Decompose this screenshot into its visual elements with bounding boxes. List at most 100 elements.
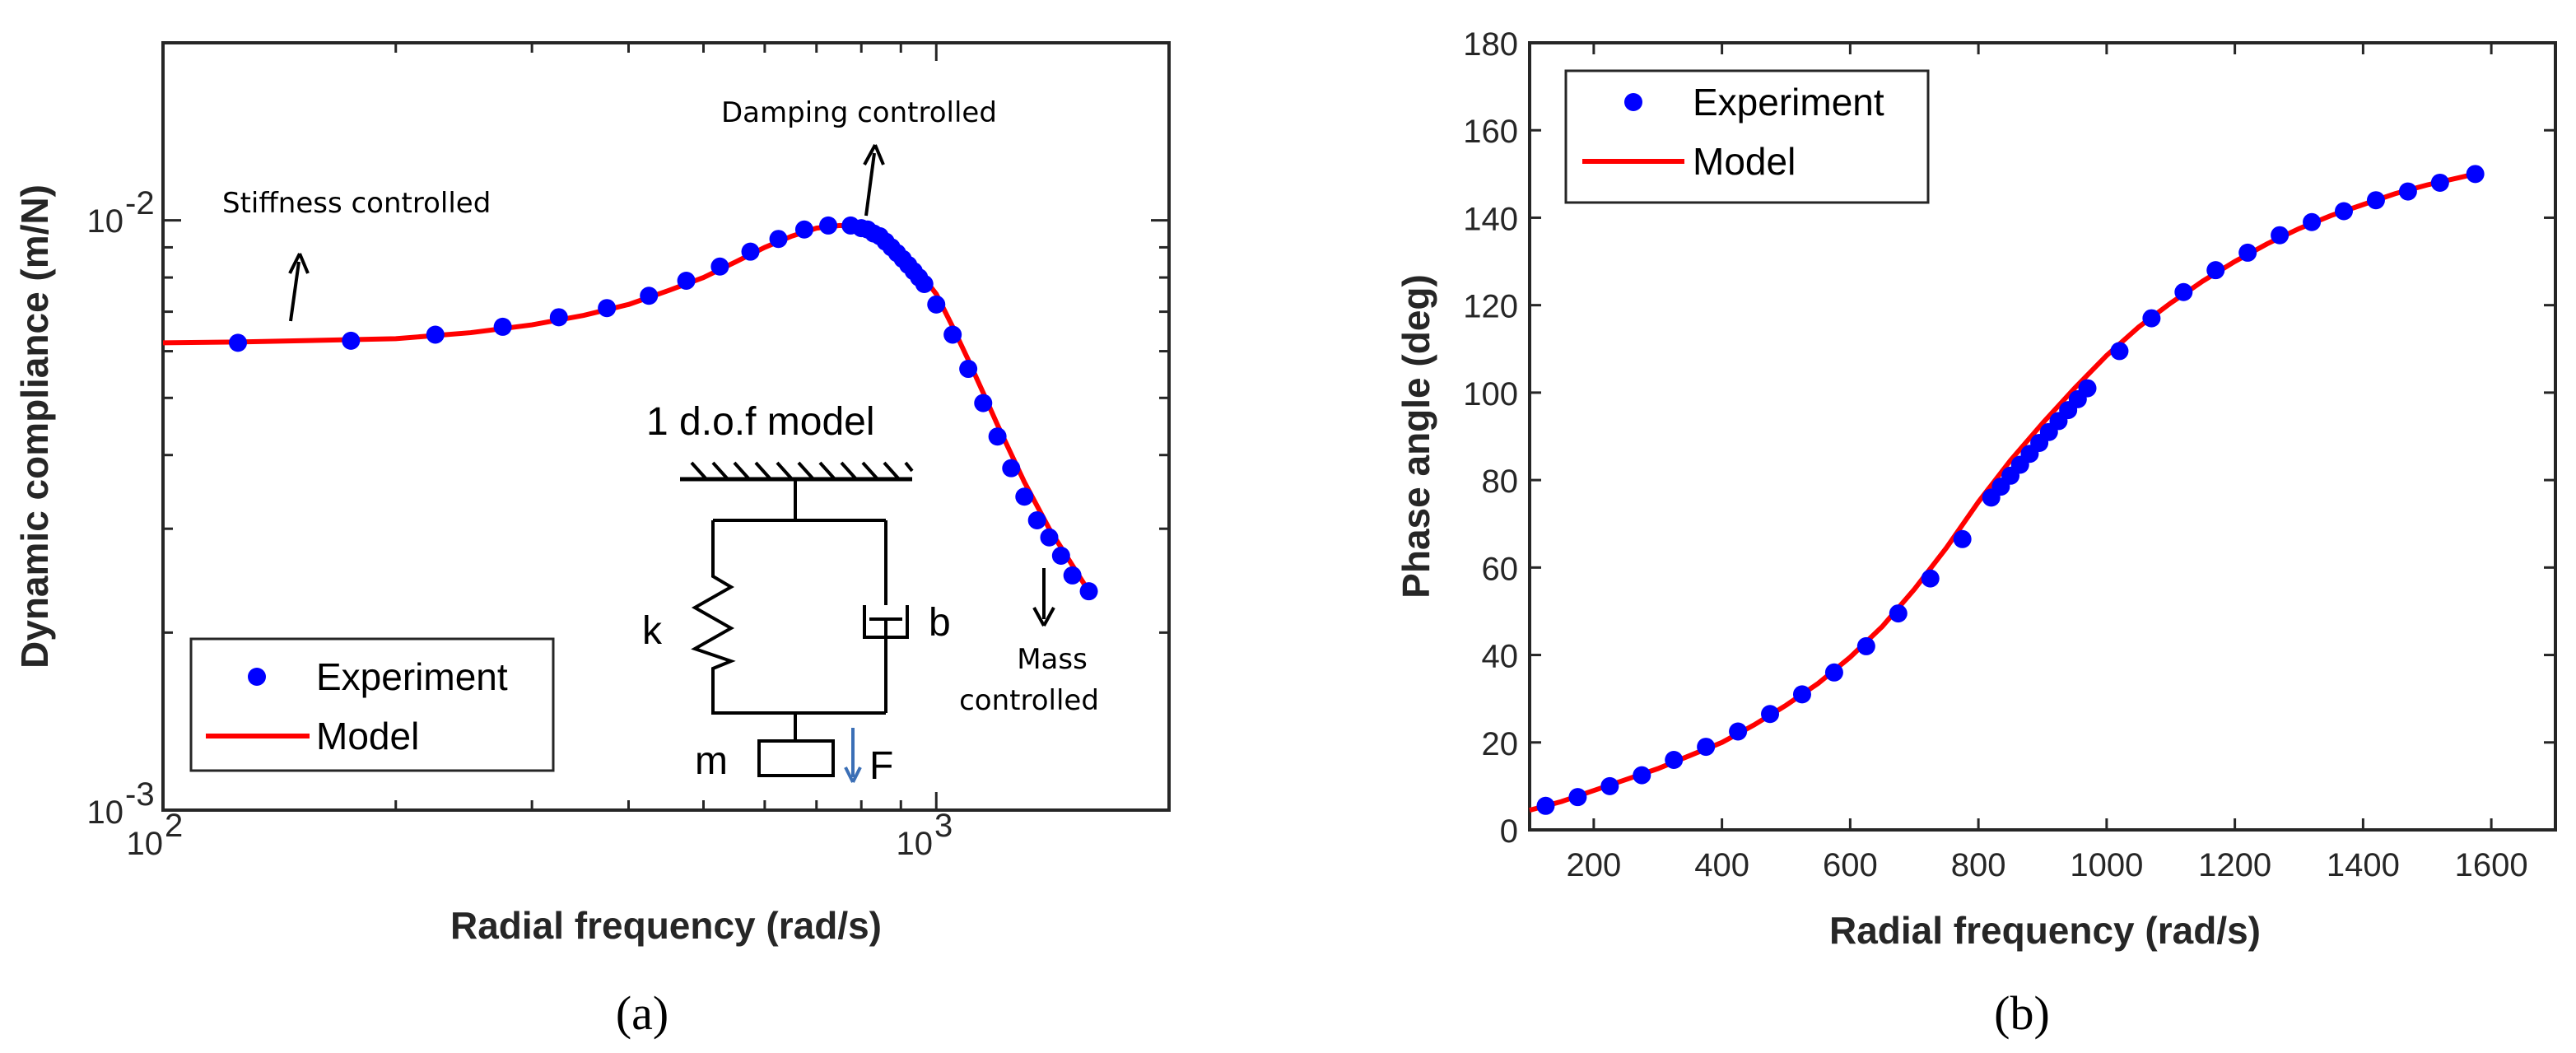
- a-experiment-point: [794, 220, 813, 239]
- b-experiment-point: [2430, 173, 2449, 192]
- a-xtick-exp-1: 3: [934, 808, 953, 844]
- inset-mass-label: m: [695, 739, 728, 783]
- b-ticks: [1530, 41, 2555, 832]
- a-ticks: [161, 41, 1171, 812]
- b-experiment-point: [1889, 604, 1908, 623]
- inset-title: 1 d.o.f model: [646, 400, 875, 444]
- b-legend-marker: [1624, 93, 1642, 111]
- b-experiment-point: [2366, 191, 2385, 210]
- a-experiment-point: [1063, 566, 1082, 585]
- b-legend-model: Model: [1693, 140, 1796, 183]
- a-experiment-point: [1051, 546, 1070, 565]
- b-tick-labels: 200 400 600 800 1000 1200 1400 1600 0 20 40 60 80 100…: [1463, 26, 2527, 883]
- b-ytick-label-0: 0: [1500, 813, 1518, 850]
- a-experiment-point: [710, 257, 729, 276]
- a-experiment-point: [640, 287, 659, 305]
- b-ytick-label-6: 120: [1463, 289, 1518, 325]
- b-experiment-point: [1536, 796, 1555, 815]
- b-experiment-point: [2466, 165, 2485, 184]
- b-ytick-label-5: 100: [1463, 376, 1518, 412]
- a-experiment-point: [959, 360, 978, 379]
- a-experiment-point: [1015, 487, 1034, 506]
- a-experiment-point: [1079, 582, 1098, 601]
- b-experiment-point: [2303, 212, 2322, 231]
- a-experiment-point: [229, 333, 248, 352]
- panel-b-caption: (b): [1994, 986, 2050, 1040]
- b-experiment-point: [1633, 766, 1651, 785]
- a-experiment-point: [493, 317, 512, 336]
- b-xtick-label-4: 1000: [2070, 847, 2143, 883]
- a-ytick-label-0: 10: [87, 794, 124, 831]
- b-ytick-label-4: 80: [1482, 464, 1519, 500]
- b-ytick-label-8: 160: [1463, 114, 1518, 150]
- b-xtick-label-3: 800: [1951, 847, 2006, 883]
- b-experiment-point: [1761, 705, 1780, 724]
- b-experiment-point: [1665, 751, 1684, 770]
- inset-spring-label: k: [642, 609, 663, 653]
- spring-icon: [691, 568, 736, 675]
- b-experiment-point: [2398, 182, 2417, 201]
- panel-a-caption: (a): [616, 986, 668, 1040]
- b-experiment-point: [1600, 776, 1619, 795]
- arrow-mass-head: [1032, 607, 1055, 627]
- b-experiment-point: [2142, 309, 2161, 328]
- annotation-stiffness: Stiffness controlled: [222, 187, 491, 220]
- b-experiment-point: [1729, 722, 1748, 741]
- arrow-damping-head: [863, 144, 885, 165]
- b-experiment-point: [2271, 226, 2290, 245]
- inset-force-label: F: [869, 744, 893, 788]
- b-x-axis-label: Radial frequency (rad/s): [1829, 909, 2261, 952]
- a-experiment-point: [915, 274, 934, 293]
- b-experiment-point: [2174, 282, 2193, 301]
- b-ytick-label-2: 40: [1482, 639, 1519, 675]
- a-experiment-point: [549, 308, 568, 327]
- b-experiment-point: [1953, 529, 1972, 548]
- a-experiment-point: [943, 325, 962, 344]
- b-xtick-label-7: 1600: [2455, 847, 2528, 883]
- b-experiment-point: [2335, 202, 2354, 221]
- b-legend-experiment: Experiment: [1693, 81, 1884, 123]
- a-experiment-point: [1040, 528, 1059, 547]
- b-experiment-markers: [1536, 165, 2485, 815]
- a-experiment-point: [741, 242, 760, 261]
- annotation-mass: Mass: [1017, 643, 1088, 676]
- a-xtick-label-1: 10: [897, 826, 934, 862]
- b-experiment-point: [2110, 342, 2129, 361]
- a-experiment-point: [927, 295, 946, 314]
- a-x-axis-label: Radial frequency (rad/s): [450, 904, 882, 947]
- a-experiment-point: [1002, 459, 1021, 478]
- inset-ground-hatch: [690, 461, 914, 481]
- b-ytick-label-1: 20: [1482, 726, 1519, 762]
- a-legend-marker: [248, 668, 266, 686]
- b-ytick-label-9: 180: [1463, 26, 1518, 63]
- a-legend-experiment: Experiment: [316, 655, 508, 698]
- b-xtick-label-2: 600: [1823, 847, 1878, 883]
- arrow-damping: [864, 152, 876, 217]
- a-ytick-exp-0: -3: [125, 776, 155, 813]
- damper-icon: [863, 605, 909, 639]
- panel-a: 10 2 10 3 10 -3 10 -2 Radial frequency (…: [13, 41, 1171, 1040]
- a-legend: Experiment Model: [189, 637, 555, 772]
- b-xtick-label-5: 1200: [2198, 847, 2271, 883]
- b-ytick-label-7: 140: [1463, 201, 1518, 237]
- b-experiment-point: [1824, 663, 1843, 682]
- a-ytick-label-1: 10: [87, 203, 124, 240]
- a-experiment-point: [974, 394, 993, 412]
- a-y-axis-label: Dynamic compliance (m/N): [13, 184, 56, 669]
- a-experiment-markers: [229, 216, 1098, 601]
- b-experiment-point: [1792, 685, 1811, 704]
- b-experiment-point: [2078, 379, 2097, 398]
- inset-damper-label: b: [929, 601, 951, 645]
- force-arrow-head: [844, 766, 862, 783]
- a-experiment-point: [677, 271, 696, 290]
- b-y-axis-label: Phase angle (deg): [1395, 274, 1437, 599]
- a-experiment-point: [769, 230, 788, 249]
- annotation-mass-2: controlled: [959, 684, 1099, 717]
- b-legend-box: [1564, 69, 1930, 204]
- b-experiment-point: [2238, 243, 2257, 262]
- b-experiment-point: [1921, 569, 1940, 588]
- panel-b: 200 400 600 800 1000 1200 1400 1600 0 20 40 60 80 100…: [1395, 26, 2557, 1040]
- b-xtick-label-1: 400: [1694, 847, 1749, 883]
- b-xtick-label-6: 1400: [2327, 847, 2400, 883]
